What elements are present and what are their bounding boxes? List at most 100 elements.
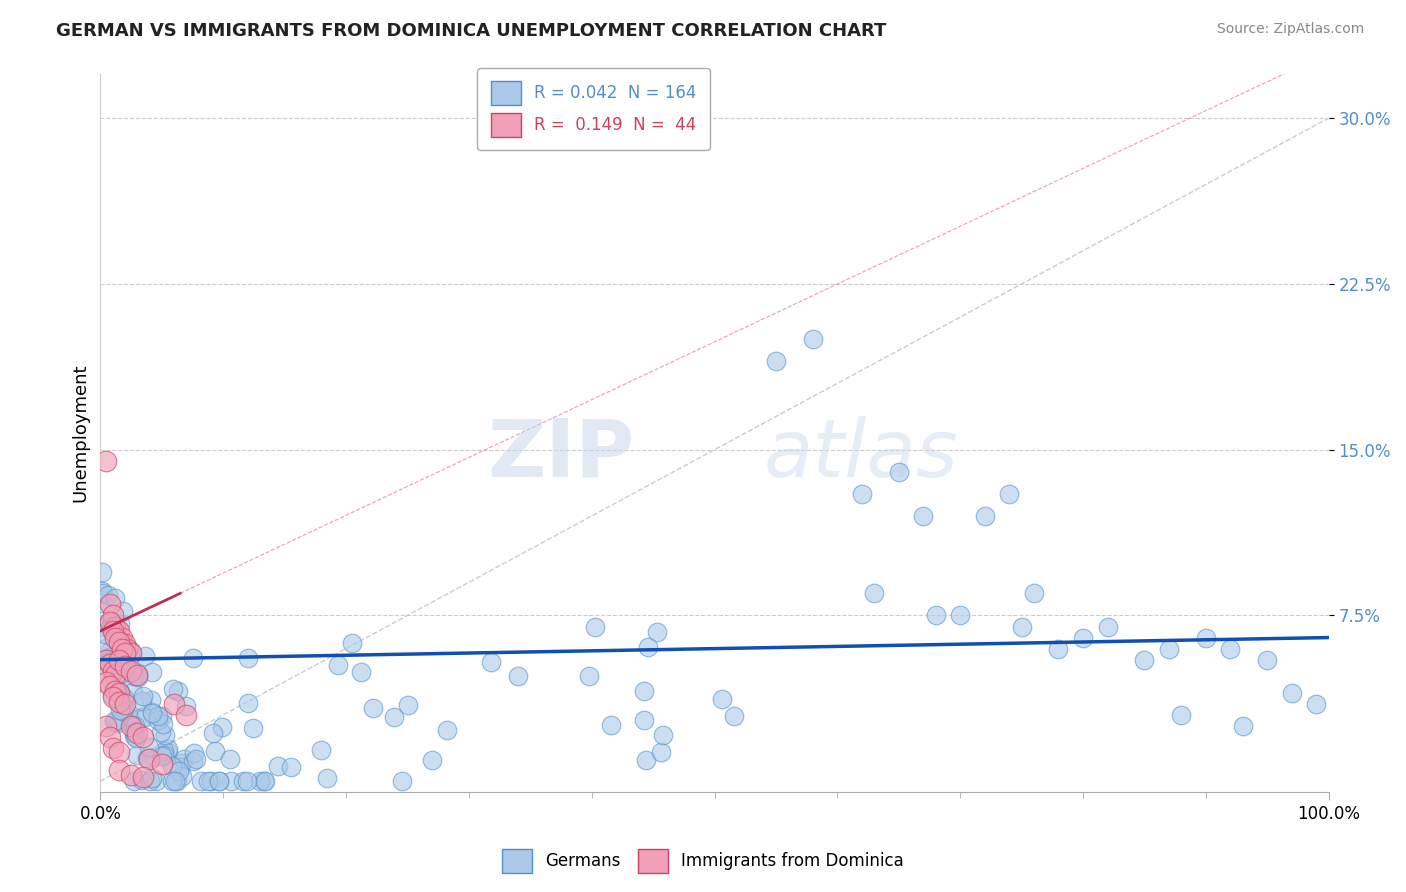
Point [1256, 653, 1278, 667]
Point [104, 715, 127, 730]
Point [153, 728, 176, 742]
Point [131, 694, 153, 708]
Point [633, 684, 655, 698]
Text: atlas: atlas [763, 416, 959, 493]
Point [122, 774, 145, 789]
Point [107, 624, 129, 638]
Point [112, 702, 135, 716]
Point [1071, 631, 1094, 645]
Point [181, 650, 204, 665]
Point [120, 719, 142, 733]
Point [114, 637, 136, 651]
Point [127, 669, 149, 683]
Point [1219, 641, 1241, 656]
Text: GERMAN VS IMMIGRANTS FROM DOMINICA UNEMPLOYMENT CORRELATION CHART: GERMAN VS IMMIGRANTS FROM DOMINICA UNEMP… [56, 22, 887, 40]
Point [104, 668, 127, 682]
Point [326, 657, 349, 672]
Point [141, 665, 163, 679]
Point [141, 771, 163, 785]
Point [765, 354, 787, 368]
Point [651, 728, 673, 742]
Point [122, 729, 145, 743]
Point [208, 774, 231, 789]
Point [169, 764, 191, 778]
Point [391, 774, 413, 789]
Point [208, 774, 231, 789]
Point [94, 627, 117, 641]
Point [396, 698, 419, 712]
Point [104, 619, 127, 633]
Point [114, 659, 136, 673]
Point [108, 640, 131, 654]
Point [801, 332, 824, 346]
Point [114, 646, 136, 660]
Point [238, 650, 260, 665]
Point [1232, 719, 1254, 733]
Point [107, 716, 129, 731]
Point [127, 725, 149, 739]
Point [146, 713, 169, 727]
Point [506, 668, 529, 682]
Point [280, 760, 302, 774]
Point [152, 709, 174, 723]
Point [120, 767, 142, 781]
Point [1097, 619, 1119, 633]
Point [114, 697, 136, 711]
Point [120, 644, 142, 658]
Point [117, 641, 139, 656]
Point [97, 588, 120, 602]
Point [120, 646, 142, 660]
Point [139, 774, 162, 789]
Point [97, 655, 120, 669]
Point [101, 741, 124, 756]
Point [132, 689, 155, 703]
Point [112, 690, 135, 705]
Point [157, 745, 180, 759]
Point [142, 750, 165, 764]
Point [94, 620, 117, 634]
Point [1195, 631, 1218, 645]
Point [645, 625, 668, 640]
Point [340, 636, 363, 650]
Point [190, 774, 212, 789]
Point [94, 641, 117, 656]
Point [236, 774, 259, 789]
Point [998, 487, 1021, 501]
Point [96, 674, 118, 689]
Point [912, 508, 935, 523]
Point [1281, 686, 1303, 700]
Point [219, 774, 242, 789]
Legend: Germans, Immigrants from Dominica: Germans, Immigrants from Dominica [495, 842, 911, 880]
Point [634, 753, 657, 767]
Point [311, 743, 333, 757]
Point [1133, 653, 1156, 667]
Point [127, 668, 149, 682]
Point [165, 774, 187, 789]
Point [479, 656, 502, 670]
Point [101, 664, 124, 678]
Point [94, 617, 117, 632]
Point [162, 759, 184, 773]
Point [100, 674, 122, 689]
Point [145, 774, 167, 789]
Point [173, 752, 195, 766]
Point [131, 773, 153, 788]
Point [98, 657, 121, 671]
Point [436, 723, 458, 738]
Point [98, 730, 121, 744]
Y-axis label: Unemployment: Unemployment [72, 364, 89, 502]
Point [253, 774, 276, 789]
Point [124, 726, 146, 740]
Point [122, 685, 145, 699]
Point [200, 774, 222, 789]
Point [153, 747, 176, 762]
Point [96, 653, 118, 667]
Point [924, 608, 946, 623]
Point [152, 717, 174, 731]
Point [107, 653, 129, 667]
Point [232, 774, 254, 789]
Point [1047, 641, 1070, 656]
Point [91, 586, 114, 600]
Point [104, 631, 127, 645]
Point [100, 619, 122, 633]
